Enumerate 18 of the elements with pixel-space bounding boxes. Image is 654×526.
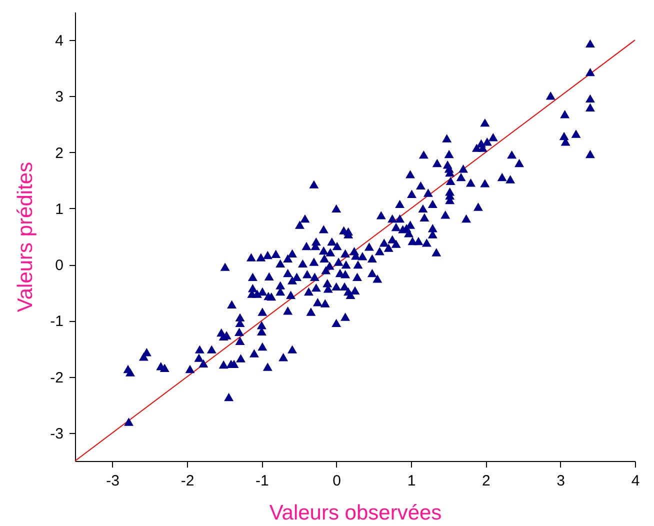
y-tick-label: 0	[55, 257, 64, 274]
x-tick-label: 2	[482, 472, 490, 490]
x-axis-title: Valeurs observées	[269, 502, 442, 524]
x-tick-label: -2	[180, 472, 194, 490]
x-tick-label: -1	[255, 472, 269, 490]
x-tick-label: 3	[556, 472, 566, 490]
y-axis-title: Valeurs prédites	[14, 162, 38, 312]
x-tick-label: 0	[332, 472, 342, 490]
y-tick-label: 3	[55, 88, 64, 106]
x-tick-label: 4	[631, 472, 640, 490]
y-tick-label: 2	[55, 144, 64, 162]
y-tick-label: 4	[55, 32, 64, 50]
x-tick-label: -3	[106, 472, 120, 490]
y-tick-label: -2	[50, 369, 64, 386]
y-tick-label: 1	[55, 200, 64, 218]
y-tick-label: -1	[50, 313, 64, 330]
x-tick-label: 1	[407, 472, 416, 490]
y-tick-label: -3	[50, 425, 64, 442]
